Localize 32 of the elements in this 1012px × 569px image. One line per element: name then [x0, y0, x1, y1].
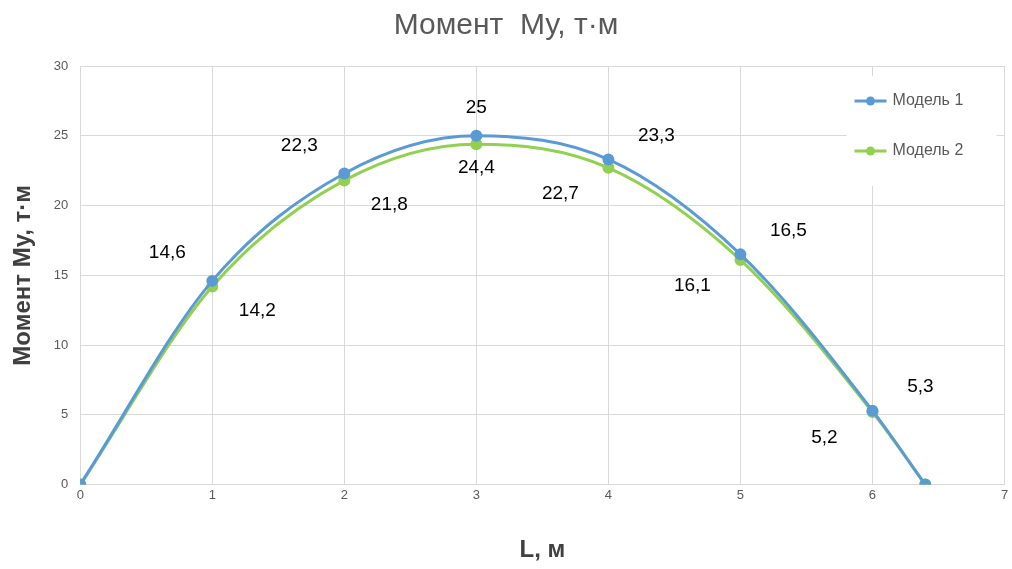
- data-label: 5,2: [811, 426, 838, 448]
- data-label: 25: [465, 96, 487, 117]
- legend-label: Модель 2: [892, 141, 964, 159]
- y-tick-label: 15: [53, 266, 69, 282]
- x-axis-title: L, м: [519, 535, 566, 563]
- x-tick-label: 7: [1000, 486, 1009, 502]
- chart-title: Момент Му, т·м: [393, 7, 619, 41]
- x-tick-label: 6: [868, 486, 877, 502]
- data-label: 5,3: [907, 374, 934, 396]
- data-label: 16,1: [673, 274, 711, 296]
- y-tick-label: 0: [61, 476, 69, 492]
- data-label: 23,3: [637, 123, 675, 145]
- x-tick-label: 1: [208, 486, 216, 502]
- y-axis-title: Момент Му, т·м: [8, 184, 36, 366]
- x-tick-label: 0: [76, 486, 84, 502]
- x-tick-label: 4: [604, 486, 613, 502]
- y-tick-label: 20: [53, 197, 69, 213]
- y-tick-label: 5: [61, 406, 69, 422]
- x-tick-label: 5: [736, 486, 745, 502]
- y-tick-label: 25: [53, 127, 69, 143]
- legend-label: Модель 1: [892, 91, 964, 109]
- data-label: 14,6: [148, 241, 186, 263]
- x-tick-label: 3: [472, 486, 480, 502]
- y-tick-label: 30: [53, 57, 69, 73]
- y-tick-label: 10: [53, 336, 69, 352]
- data-label: 22,3: [280, 133, 318, 155]
- data-label: 24,4: [457, 156, 496, 178]
- data-label: 16,5: [769, 218, 807, 240]
- data-label: 22,7: [541, 182, 579, 204]
- x-tick-label: 2: [340, 486, 348, 502]
- data-label: 14,2: [238, 298, 276, 320]
- data-label: 21,8: [370, 192, 408, 214]
